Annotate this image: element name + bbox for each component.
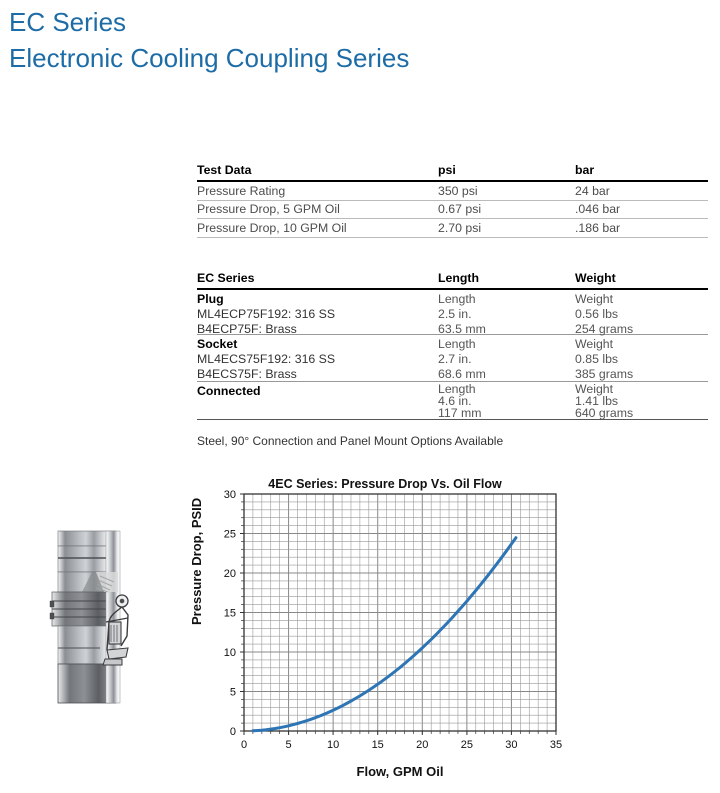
svg-text:5: 5 — [230, 687, 236, 699]
svg-text:10: 10 — [327, 739, 339, 751]
svg-text:5: 5 — [286, 739, 292, 751]
svg-text:30: 30 — [224, 489, 236, 501]
svg-text:35: 35 — [550, 739, 562, 751]
svg-text:0: 0 — [241, 739, 247, 751]
svg-text:30: 30 — [505, 739, 517, 751]
svg-text:25: 25 — [224, 529, 236, 541]
svg-text:15: 15 — [372, 739, 384, 751]
svg-text:25: 25 — [461, 739, 473, 751]
svg-text:10: 10 — [224, 647, 236, 659]
svg-text:15: 15 — [224, 608, 236, 620]
svg-text:20: 20 — [224, 568, 236, 580]
svg-text:0: 0 — [230, 726, 236, 738]
svg-text:20: 20 — [416, 739, 428, 751]
